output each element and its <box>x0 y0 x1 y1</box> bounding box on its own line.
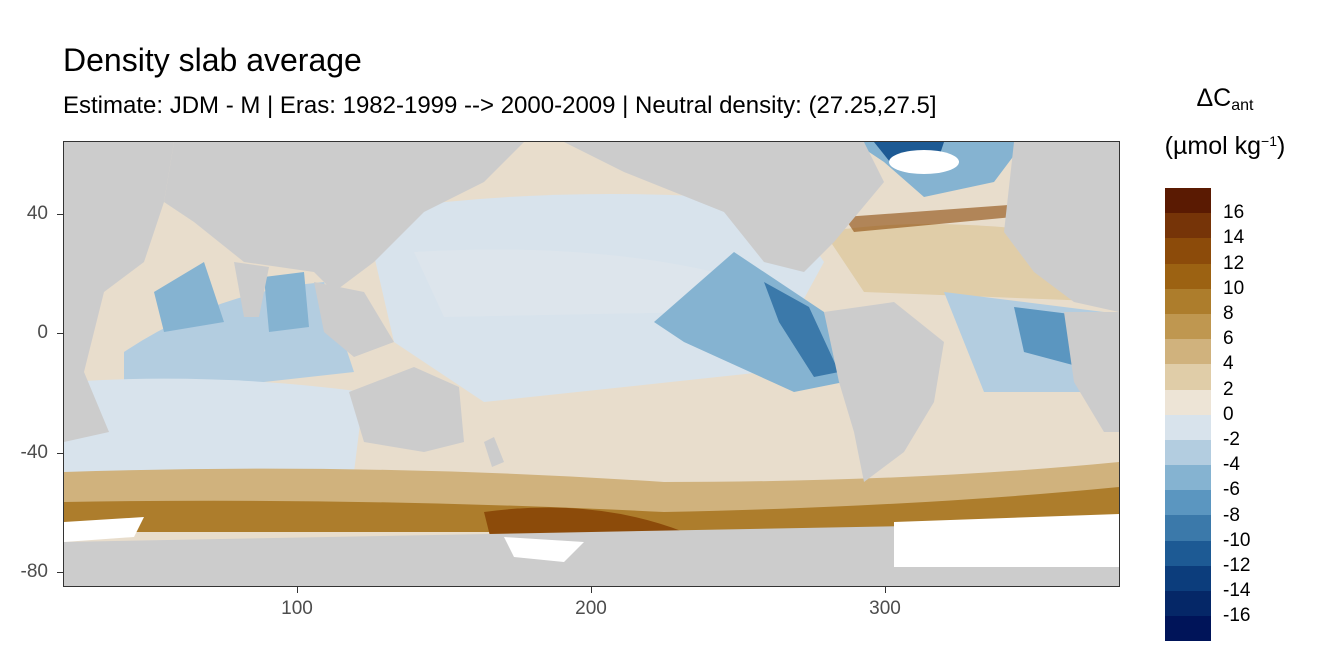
x-tick-mark <box>591 587 592 593</box>
ice-patch <box>889 150 959 174</box>
map-svg <box>64 142 1119 586</box>
ice-shelf-ross <box>504 537 584 562</box>
legend-label: 6 <box>1223 328 1234 350</box>
legend-swatch <box>1165 439 1211 466</box>
x-tick-mark <box>885 587 886 593</box>
ocean-layer <box>64 142 1119 586</box>
chart-subtitle: Estimate: JDM - M | Eras: 1982-1999 --> … <box>63 92 937 119</box>
ice-shelf-west <box>64 517 144 542</box>
ice-shelves <box>64 514 1119 567</box>
legend-swatch <box>1165 591 1211 617</box>
legend-swatch <box>1165 490 1211 516</box>
legend-label: 10 <box>1223 277 1245 299</box>
peru-upwelling <box>764 282 839 377</box>
legend-swatch <box>1165 540 1211 566</box>
x-tick-label: 200 <box>575 598 607 619</box>
pacific-band <box>414 249 714 317</box>
legend-swatch <box>1165 288 1211 314</box>
land-southern-africa <box>1064 312 1119 432</box>
legend-label: -2 <box>1223 429 1240 450</box>
legend-unit-prefix: (µmol kg <box>1164 132 1262 160</box>
legend-label: -10 <box>1223 529 1251 551</box>
legend-label: -8 <box>1223 504 1240 526</box>
y-tick-mark <box>57 333 63 334</box>
y-tick-label: -80 <box>20 561 48 582</box>
land-se-asia <box>314 282 394 357</box>
land-australia <box>349 367 464 452</box>
legend-label: 0 <box>1223 403 1234 425</box>
chart-title: Density slab average <box>63 42 362 78</box>
legend-label: -4 <box>1223 454 1240 476</box>
legend-swatch <box>1165 465 1211 491</box>
legend-swatch <box>1165 515 1211 541</box>
legend-title: ΔCant (µmol kg−1) <box>1160 86 1290 159</box>
south-indian <box>64 378 364 472</box>
bay-of-bengal <box>264 272 309 332</box>
land-antarctica <box>64 522 1119 586</box>
x-tick-label: 100 <box>281 598 313 619</box>
legend-label: 16 <box>1223 202 1245 224</box>
legend-label: -6 <box>1223 479 1240 501</box>
legend-title-subscript: ant <box>1231 97 1254 114</box>
legend-swatch <box>1165 263 1211 289</box>
legend-label: -16 <box>1223 605 1251 627</box>
legend-unit-superscript: −1 <box>1261 133 1277 149</box>
y-tick-mark <box>57 214 63 215</box>
legend-label: -12 <box>1223 555 1251 576</box>
ice-shelf-weddell <box>894 514 1119 567</box>
land-india <box>234 262 269 317</box>
y-tick-label: 0 <box>37 322 48 343</box>
legend-swatch <box>1165 364 1211 390</box>
legend-unit: (µmol kg−1) <box>1160 134 1290 159</box>
arabian-sea <box>154 262 224 332</box>
map-panel <box>63 141 1120 587</box>
land-europe-africa <box>1004 142 1119 312</box>
southern-ocean-brown <box>64 487 1119 532</box>
legend-label: 12 <box>1223 252 1245 274</box>
land-eurasia <box>164 142 524 292</box>
x-tick-mark <box>297 587 298 593</box>
land-africa-west <box>64 142 174 442</box>
legend-swatch <box>1165 389 1211 415</box>
legend-label: 14 <box>1223 227 1245 249</box>
legend-colorbar <box>1165 188 1211 642</box>
legend-swatch <box>1165 565 1211 591</box>
x-tick-label: 300 <box>869 598 901 619</box>
legend-label: -14 <box>1223 580 1251 602</box>
legend-label: 8 <box>1223 303 1234 324</box>
land-layer <box>64 142 1119 586</box>
legend-label: 4 <box>1223 353 1234 375</box>
legend-title-symbol: ΔC <box>1196 84 1232 112</box>
y-tick-label: -40 <box>20 442 48 463</box>
legend-swatch <box>1165 188 1211 214</box>
legend-swatch <box>1165 339 1211 365</box>
legend-swatch <box>1165 313 1211 340</box>
legend-swatch <box>1165 616 1211 642</box>
legend-unit-suffix: ) <box>1277 132 1286 160</box>
land-new-zealand <box>484 437 504 467</box>
land-north-america <box>564 142 884 272</box>
y-tick-label: 40 <box>26 203 48 224</box>
land-south-america <box>824 302 944 482</box>
legend-swatch <box>1165 414 1211 440</box>
legend-label: 2 <box>1223 378 1234 400</box>
legend-swatch <box>1165 213 1211 239</box>
y-tick-mark <box>57 453 63 454</box>
y-tick-mark <box>57 572 63 573</box>
east-tropical-pacific <box>654 252 844 392</box>
legend-swatch <box>1165 238 1211 264</box>
